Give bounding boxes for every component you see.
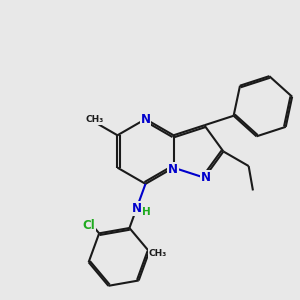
Text: Cl: Cl (82, 219, 95, 232)
Text: N: N (168, 163, 178, 176)
Text: H: H (142, 206, 151, 217)
Text: CH₃: CH₃ (149, 249, 167, 258)
Text: N: N (140, 112, 151, 126)
Text: N: N (132, 202, 142, 215)
Text: N: N (201, 171, 211, 184)
Text: CH₃: CH₃ (86, 115, 104, 124)
